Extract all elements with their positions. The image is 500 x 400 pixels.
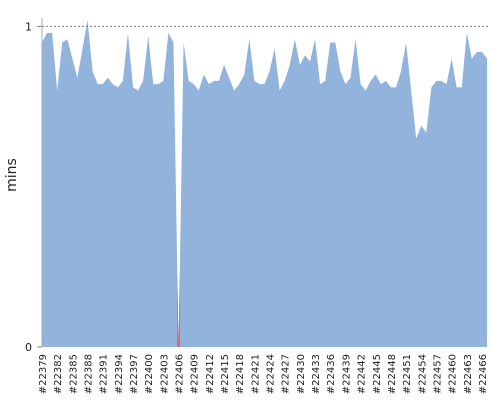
x-tick-label: #22451 (402, 354, 413, 394)
y-tick-label: 1 (25, 20, 32, 33)
x-tick-label: #22436 (326, 354, 337, 394)
x-tick-label: #22433 (311, 354, 322, 394)
x-tick-label: #22385 (68, 354, 79, 394)
x-tick-label: #22430 (296, 354, 307, 394)
x-tick-label: #22394 (114, 354, 125, 394)
x-tick-label: #22463 (463, 354, 474, 394)
x-tick-label: #22445 (372, 354, 383, 394)
failure-area (177, 270, 180, 347)
x-tick-label: #22427 (281, 354, 292, 394)
x-tick-label: #22397 (129, 354, 140, 394)
x-tick-label: #22454 (417, 354, 428, 394)
x-tick-label: #22466 (478, 354, 489, 394)
y-axis-label: mins (4, 158, 20, 192)
x-tick-label: #22382 (53, 354, 64, 394)
x-tick-label: #22457 (432, 354, 443, 394)
x-tick-label: #22391 (99, 354, 110, 394)
x-tick-label: #22409 (190, 354, 201, 394)
x-tick-label: #22448 (387, 354, 398, 394)
x-tick-label: #22403 (159, 354, 170, 394)
x-tick-label: #22421 (250, 354, 261, 394)
x-tick-label: #22418 (235, 354, 246, 394)
x-tick-label: #22460 (448, 354, 459, 394)
x-tick-label: #22439 (341, 354, 352, 394)
x-tick-label: #22400 (144, 354, 155, 394)
x-tick-label: #22412 (205, 354, 216, 394)
x-tick-label: #22415 (220, 354, 231, 394)
x-tick-label: #22442 (357, 354, 368, 394)
x-tick-label: #22379 (38, 354, 49, 394)
x-tick-label: #22424 (266, 354, 277, 394)
y-tick-label: 0 (25, 341, 32, 354)
area (42, 20, 487, 347)
x-tick-label: #22406 (175, 354, 186, 394)
x-tick-label: #22388 (84, 354, 95, 394)
